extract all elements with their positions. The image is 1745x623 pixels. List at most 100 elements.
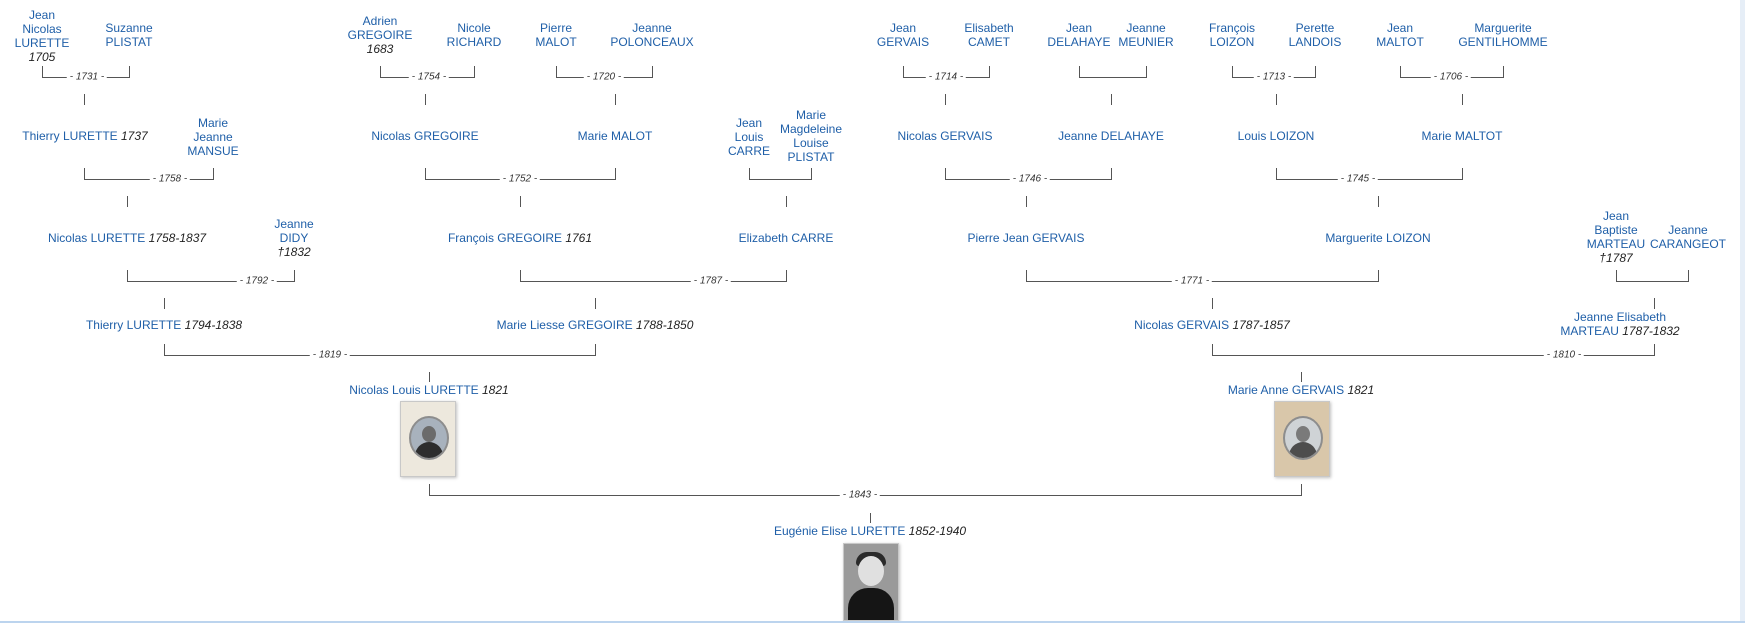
person-node[interactable]: Nicolas GERVAIS 1787-1857 [1134, 318, 1290, 332]
person-node[interactable]: Elizabeth CARRE [739, 231, 834, 245]
person-node[interactable]: Louis LOIZON [1238, 129, 1315, 143]
marriage-line [164, 355, 596, 356]
person-name[interactable]: Marie Jeanne MANSUE [187, 116, 239, 158]
person-name[interactable]: Nicolas GERVAIS [897, 129, 993, 143]
vertical-scrollbar[interactable] [1740, 0, 1745, 623]
person-node[interactable]: Thierry LURETTE 1737 [22, 129, 147, 143]
person-node[interactable]: Nicolas LURETTE 1758-1837 [48, 231, 206, 245]
person-node[interactable]: Jean Baptiste MARTEAU †1787 [1587, 209, 1645, 265]
person-name[interactable]: Thierry LURETTE [22, 129, 118, 143]
person-name[interactable]: Thierry LURETTE [85, 318, 182, 332]
child-connector [1212, 298, 1213, 309]
person-name[interactable]: Pierre MALOT [535, 21, 577, 49]
person-node[interactable]: Jeanne DELAHAYE [1058, 129, 1164, 143]
person-name[interactable]: Nicolas GREGOIRE [371, 129, 479, 143]
marriage-connector-left [380, 66, 381, 77]
person-node[interactable]: Marguerite LOIZON [1325, 231, 1430, 245]
person-node[interactable]: Jean MALTOT [1376, 21, 1424, 49]
person-node[interactable]: Thierry LURETTE 1794-1838 [86, 318, 242, 332]
marriage-connector-left [429, 484, 430, 495]
person-name[interactable]: Louis LOIZON [1237, 129, 1315, 143]
person-name[interactable]: Marie MALOT [577, 129, 653, 143]
person-name[interactable]: Jean DELAHAYE [1047, 21, 1111, 49]
person-name[interactable]: Elizabeth CARRE [738, 231, 834, 245]
person-name[interactable]: Jean Louis CARRE [727, 116, 771, 158]
person-node[interactable]: Perette LANDOIS [1289, 21, 1342, 49]
person-name[interactable]: Suzanne PLISTAT [105, 21, 153, 49]
person-node[interactable]: François GREGOIRE 1761 [448, 231, 592, 245]
person-name[interactable]: François LOIZON [1208, 21, 1256, 49]
person-node[interactable]: Marie MALTOT [1422, 129, 1503, 143]
person-name[interactable]: Jeanne DELAHAYE [1058, 129, 1164, 143]
person-node[interactable]: Suzanne PLISTAT [105, 21, 152, 49]
child-connector [1462, 94, 1463, 105]
person-name[interactable]: Nicolas GERVAIS [1134, 318, 1230, 332]
person-node[interactable]: Marie MALOT [578, 129, 653, 143]
portrait-photo-eugenie-elise[interactable] [843, 543, 899, 621]
marriage-line [1212, 355, 1655, 356]
person-name[interactable]: Nicole RICHARD [446, 21, 502, 49]
person-name[interactable]: Marie Anne GERVAIS [1227, 383, 1345, 397]
marriage-date: - 1746 - [1009, 173, 1051, 185]
person-dates: †1787 [1599, 251, 1633, 265]
person-node[interactable]: Marie Liesse GREGOIRE 1788-1850 [497, 318, 694, 332]
marriage-line [1616, 281, 1689, 282]
person-name[interactable]: Marie Magdeleine Louise PLISTAT [779, 108, 843, 164]
person-node[interactable]: Nicole RICHARD [447, 21, 502, 49]
person-node[interactable]: Jean Nicolas LURETTE 1705 [15, 8, 70, 64]
person-node[interactable]: Jean GERVAIS [877, 21, 929, 49]
person-node[interactable]: Pierre Jean GERVAIS [968, 231, 1085, 245]
marriage-connector-left [164, 344, 165, 355]
person-name[interactable]: Jean Baptiste MARTEAU [1586, 209, 1646, 251]
person-name[interactable]: Nicolas LURETTE [47, 231, 146, 245]
person-name[interactable]: Elisabeth CAMET [964, 21, 1014, 49]
person-node[interactable]: Jeanne POLONCEAUX [610, 21, 693, 49]
person-name[interactable]: Jeanne CARANGEOT [1649, 223, 1727, 251]
person-name[interactable]: Eugénie Elise LURETTE [773, 524, 906, 538]
child-connector [786, 196, 787, 207]
person-node[interactable]: Nicolas Louis LURETTE 1821 [349, 383, 508, 397]
person-node[interactable]: Nicolas GREGOIRE [371, 129, 478, 143]
person-node[interactable]: Jeanne DIDY †1832 [274, 217, 313, 259]
person-name[interactable]: Marguerite GENTILHOMME [1458, 21, 1548, 49]
person-name[interactable]: Jean GERVAIS [876, 21, 930, 49]
person-name[interactable]: Jean MALTOT [1376, 21, 1424, 49]
marriage-connector-right [129, 66, 130, 77]
person-node[interactable]: Jean Louis CARRE [728, 116, 770, 158]
person-name[interactable]: Marie MALTOT [1421, 129, 1503, 143]
person-name[interactable]: Nicolas Louis LURETTE [349, 383, 479, 397]
person-node[interactable]: Marie Anne GERVAIS 1821 [1228, 383, 1374, 397]
person-node[interactable]: Pierre MALOT [535, 21, 576, 49]
person-name[interactable]: François GREGOIRE [447, 231, 562, 245]
person-name[interactable]: Adrien GREGOIRE [347, 14, 413, 42]
person-node[interactable]: Eugénie Elise LURETTE 1852-1940 [774, 524, 966, 538]
person-node[interactable]: Jean DELAHAYE [1047, 21, 1110, 49]
person-name[interactable]: Jeanne POLONCEAUX [610, 21, 694, 49]
person-node[interactable]: François LOIZON [1209, 21, 1255, 49]
person-name[interactable]: Perette LANDOIS [1288, 21, 1342, 49]
portrait-photo-nicolas-louis[interactable] [400, 401, 456, 477]
child-connector [1301, 372, 1302, 382]
person-node[interactable]: Jeanne MEUNIER [1118, 21, 1173, 49]
person-node[interactable]: Nicolas GERVAIS [898, 129, 993, 143]
person-node[interactable]: Marie Jeanne MANSUE [187, 116, 238, 158]
person-name[interactable]: Jeanne MEUNIER [1118, 21, 1174, 49]
child-connector [1111, 94, 1112, 105]
person-node[interactable]: Jeanne CARANGEOT [1650, 223, 1726, 251]
person-dates: 1821 [482, 383, 509, 397]
person-node[interactable]: Jeanne Elisabeth MARTEAU 1787-1832 [1560, 310, 1679, 338]
person-name[interactable]: Jeanne Elisabeth MARTEAU [1560, 310, 1667, 338]
person-node[interactable]: Adrien GREGOIRE 1683 [348, 14, 413, 56]
person-name[interactable]: Jean Nicolas LURETTE [14, 8, 70, 50]
portrait-photo-marie-anne[interactable] [1274, 401, 1330, 477]
person-node[interactable]: Elisabeth CAMET [964, 21, 1013, 49]
child-connector [870, 513, 871, 523]
person-name[interactable]: Marie Liesse GREGOIRE [496, 318, 633, 332]
person-name[interactable]: Marguerite LOIZON [1325, 231, 1431, 245]
marriage-connector-right [989, 66, 990, 77]
person-node[interactable]: Marie Magdeleine Louise PLISTAT [780, 108, 842, 164]
person-node[interactable]: Marguerite GENTILHOMME [1458, 21, 1547, 49]
person-name[interactable]: Jeanne DIDY [274, 217, 314, 245]
person-dates: 1705 [28, 50, 56, 64]
person-name[interactable]: Pierre Jean GERVAIS [967, 231, 1085, 245]
